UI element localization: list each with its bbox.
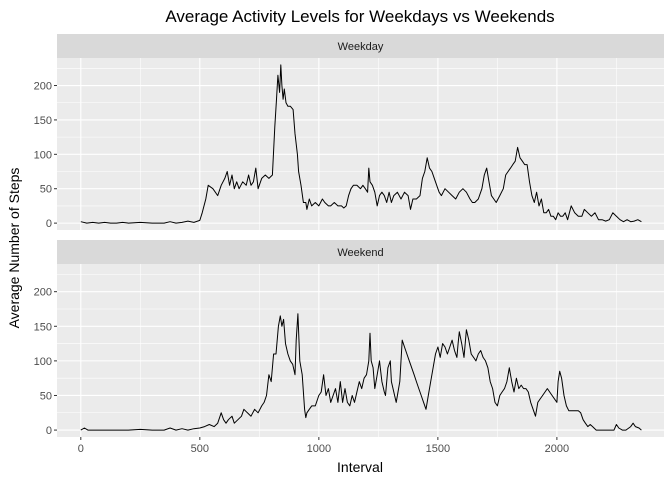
y-tick-label: 100	[34, 356, 52, 368]
y-tick-label: 150	[34, 115, 52, 127]
panel-weekend: Weekend 0 50 100 150 200	[34, 240, 664, 437]
strip-label-weekday: Weekday	[338, 41, 384, 53]
x-axis-title: Interval	[337, 459, 383, 475]
y-tick-label: 0	[46, 218, 52, 230]
y-ticks-weekday: 0 50 100 150 200	[34, 81, 57, 230]
y-tick-label: 150	[34, 321, 52, 333]
plot-area-weekend	[57, 264, 664, 437]
x-ticks: 0 500 1000 1500 2000	[78, 437, 569, 455]
y-tick-label: 200	[34, 287, 52, 299]
panel-weekday: Weekday 0 50 100 150 200	[34, 34, 664, 230]
strip-background-weekday	[57, 34, 664, 58]
x-tick-label: 500	[191, 443, 209, 455]
line-weekday	[80, 64, 642, 224]
x-tick-label: 2000	[545, 443, 569, 455]
y-ticks-weekend: 0 50 100 150 200	[34, 287, 57, 437]
y-tick-label: 50	[40, 184, 52, 196]
strip-label-weekend: Weekend	[337, 247, 383, 259]
strip-background-weekend	[57, 240, 664, 264]
y-tick-label: 200	[34, 81, 52, 93]
grid-weekday	[57, 58, 664, 230]
y-tick-label: 50	[40, 390, 52, 402]
plot-area-weekday	[57, 58, 664, 230]
chart-title: Average Activity Levels for Weekdays vs …	[165, 7, 554, 26]
grid-weekend	[57, 264, 664, 437]
x-tick-label: 1000	[307, 443, 331, 455]
y-tick-label: 100	[34, 149, 52, 161]
x-tick-label: 0	[78, 443, 84, 455]
y-tick-label: 0	[46, 425, 52, 437]
x-tick-label: 1500	[426, 443, 450, 455]
y-axis-title: Average Number of Steps	[6, 168, 22, 329]
line-weekend	[80, 313, 642, 431]
